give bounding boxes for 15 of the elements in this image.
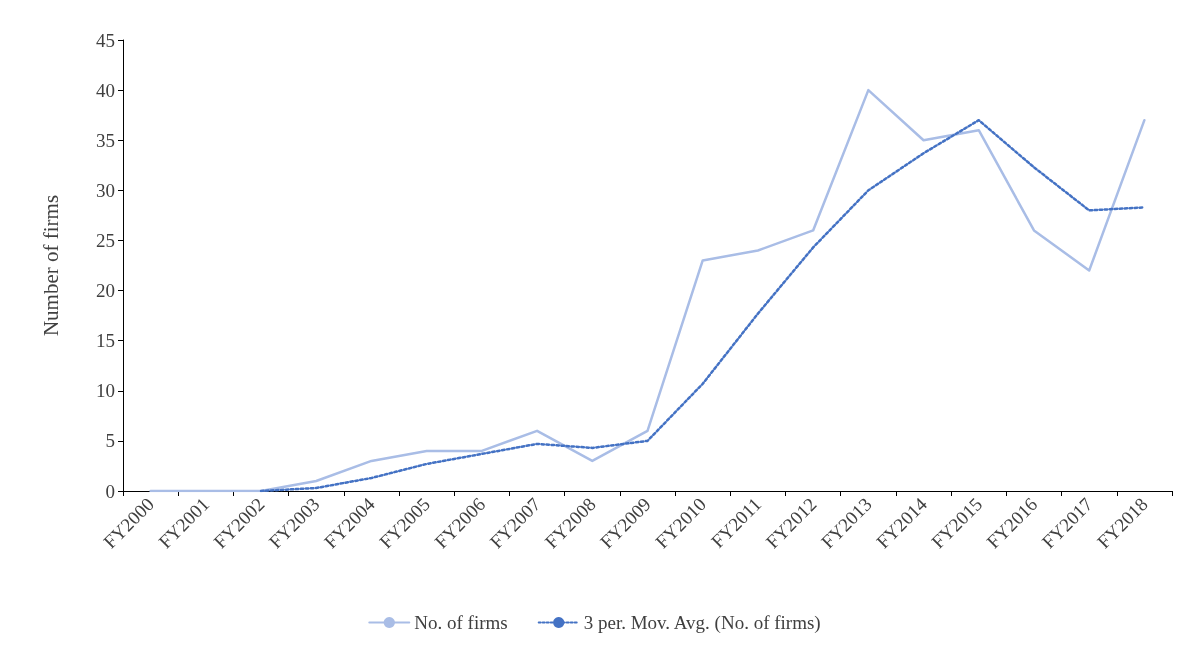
- line-series: [259, 118, 1146, 493]
- y-tick-label: 30: [96, 179, 115, 201]
- y-axis-title: Number of firms: [38, 194, 63, 337]
- y-tick-label: 0: [105, 480, 115, 502]
- y-tick-label: 25: [96, 229, 115, 251]
- y-tick-label: 20: [96, 280, 115, 302]
- legend-label: No. of firms: [414, 612, 508, 633]
- y-tick-label: 45: [96, 29, 115, 51]
- y-tick-label: 5: [105, 430, 115, 452]
- y-tick-label: 40: [96, 79, 115, 101]
- y-tick-label: 10: [96, 380, 115, 402]
- y-tick-label: 15: [96, 330, 115, 352]
- y-tick-label: 35: [96, 129, 115, 151]
- line-series: [149, 88, 1146, 493]
- legend-label: 3 per. Mov. Avg. (No. of firms): [583, 612, 821, 634]
